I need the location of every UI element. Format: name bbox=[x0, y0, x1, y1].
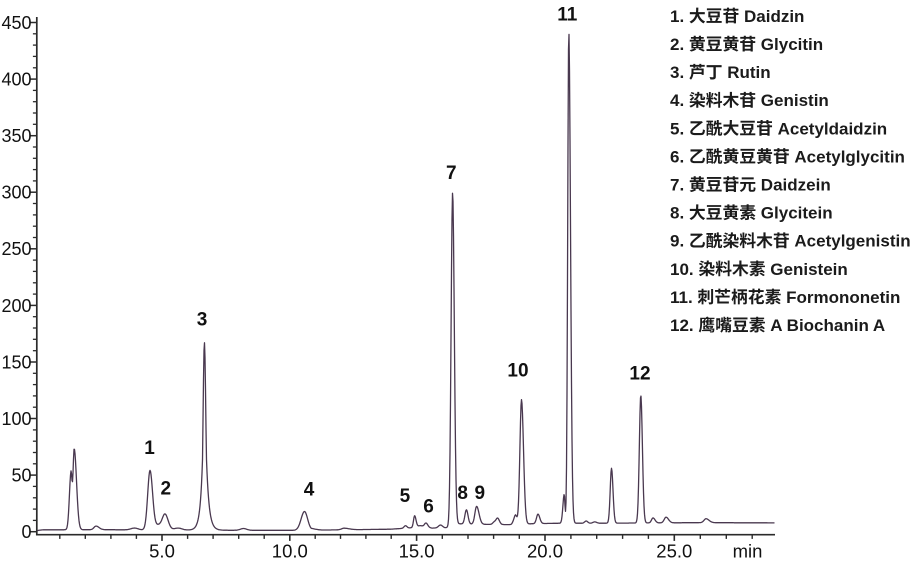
svg-text:100: 100 bbox=[1, 409, 31, 429]
svg-text:12.: 12. bbox=[670, 316, 694, 335]
svg-text:2.: 2. bbox=[670, 35, 684, 54]
svg-text:450: 450 bbox=[1, 13, 31, 33]
svg-text:5.: 5. bbox=[670, 119, 684, 138]
svg-text:250: 250 bbox=[1, 239, 31, 259]
svg-text:11: 11 bbox=[557, 5, 578, 26]
svg-text:6: 6 bbox=[423, 496, 434, 517]
svg-text:7: 7 bbox=[446, 163, 457, 184]
svg-text:11.: 11. bbox=[670, 288, 693, 307]
svg-text:Daidzin: Daidzin bbox=[744, 7, 804, 26]
svg-text:1.: 1. bbox=[670, 7, 684, 26]
svg-text:10.: 10. bbox=[670, 260, 694, 279]
svg-text:6.: 6. bbox=[670, 147, 684, 166]
svg-text:12: 12 bbox=[629, 363, 650, 384]
svg-text:Acetyldaidzin: Acetyldaidzin bbox=[778, 119, 888, 138]
svg-text:A Biochanin A: A Biochanin A bbox=[770, 316, 885, 335]
svg-text:50: 50 bbox=[11, 466, 31, 486]
svg-text:200: 200 bbox=[1, 296, 31, 316]
svg-text:Genistein: Genistein bbox=[770, 260, 847, 279]
svg-text:9: 9 bbox=[475, 483, 486, 504]
svg-text:7.: 7. bbox=[670, 176, 684, 195]
svg-text:1: 1 bbox=[144, 438, 155, 459]
svg-text:2: 2 bbox=[161, 479, 172, 500]
svg-text:Rutin: Rutin bbox=[727, 63, 770, 82]
svg-text:min: min bbox=[733, 540, 763, 561]
svg-text:Genistin: Genistin bbox=[761, 91, 829, 110]
svg-text:5.0: 5.0 bbox=[149, 540, 175, 561]
svg-text:400: 400 bbox=[1, 70, 31, 90]
svg-text:Glycitein: Glycitein bbox=[761, 204, 833, 223]
svg-text:Formononetin: Formononetin bbox=[786, 288, 900, 307]
svg-text:3: 3 bbox=[197, 310, 208, 331]
svg-text:150: 150 bbox=[1, 352, 31, 372]
svg-text:8.: 8. bbox=[670, 204, 684, 223]
svg-text:Daidzein: Daidzein bbox=[761, 176, 831, 195]
svg-text:Glycitin: Glycitin bbox=[761, 35, 823, 54]
svg-text:0: 0 bbox=[21, 522, 31, 542]
svg-text:Acetylglycitin: Acetylglycitin bbox=[794, 147, 905, 166]
svg-text:15.0: 15.0 bbox=[399, 540, 435, 561]
svg-text:Acetylgenistin: Acetylgenistin bbox=[794, 232, 910, 251]
svg-text:20.0: 20.0 bbox=[527, 540, 563, 561]
svg-text:8: 8 bbox=[457, 483, 468, 504]
svg-text:4.: 4. bbox=[670, 91, 684, 110]
svg-text:10: 10 bbox=[507, 361, 528, 382]
svg-text:350: 350 bbox=[1, 126, 31, 146]
svg-text:300: 300 bbox=[1, 183, 31, 203]
svg-text:5: 5 bbox=[400, 486, 411, 507]
svg-text:9.: 9. bbox=[670, 232, 684, 251]
svg-text:10.0: 10.0 bbox=[272, 540, 308, 561]
svg-text:4: 4 bbox=[304, 480, 315, 501]
svg-text:25.0: 25.0 bbox=[656, 540, 692, 561]
svg-text:3.: 3. bbox=[670, 63, 684, 82]
